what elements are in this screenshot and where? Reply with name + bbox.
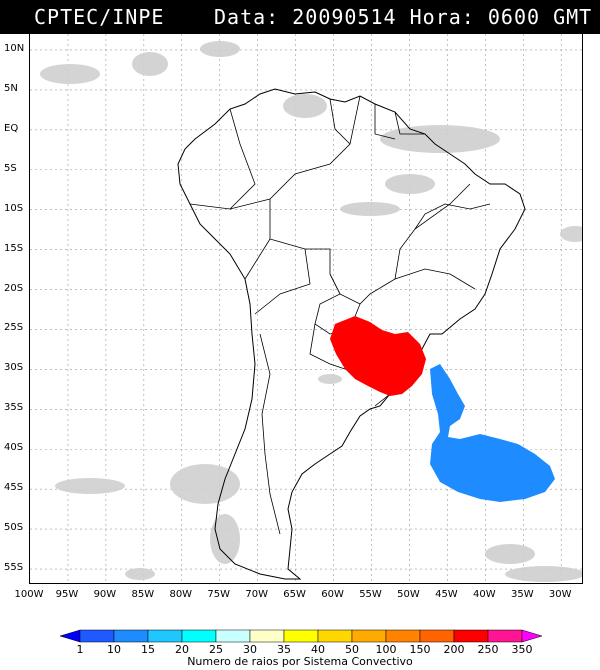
colorbar-swatch	[317, 629, 353, 643]
colorbar-swatch	[113, 629, 149, 643]
colorbar-level-label: 200	[443, 643, 465, 656]
lat-label: 25S	[4, 322, 24, 334]
map-panel	[29, 33, 583, 584]
header-bar: CPTEC/INPE Data: 20090514 Hora: 0600 GMT	[0, 0, 600, 34]
colorbar-level-label: 30	[243, 643, 257, 656]
lon-label: 95W	[55, 589, 79, 600]
colorbar-swatch	[215, 629, 251, 643]
map-canvas	[30, 34, 582, 583]
lat-label: 30S	[4, 362, 24, 374]
lat-label: 40S	[4, 442, 24, 454]
colorbar-level-label: 150	[409, 643, 431, 656]
lat-label: 10S	[4, 202, 24, 214]
lon-label: 70W	[245, 589, 268, 600]
lon-label: 75W	[207, 589, 231, 600]
colorbar-arrow-right	[521, 629, 543, 643]
colorbar-swatch	[351, 629, 387, 643]
colorbar-level-label: 35	[277, 643, 291, 656]
colorbar-swatch	[249, 629, 285, 643]
colorbar-swatch	[283, 629, 319, 643]
colorbar-level-label: 50	[345, 643, 359, 656]
colorbar-swatch	[147, 629, 183, 643]
lat-label: 10N	[4, 42, 25, 54]
lon-label: 55W	[359, 589, 382, 600]
colorbar-swatch	[453, 629, 489, 643]
gridlines	[30, 34, 582, 583]
lon-label: 50W	[397, 589, 420, 600]
colorbar	[59, 629, 543, 643]
lat-label: 45S	[4, 482, 24, 494]
colorbar-level-label: 40	[311, 643, 325, 656]
colorbar-swatch	[419, 629, 455, 643]
lon-label: 90W	[93, 589, 117, 600]
colorbar-level-label: 100	[375, 643, 397, 656]
colorbar-level-label: 25	[209, 643, 223, 656]
lon-label: 35W	[510, 589, 534, 600]
colorbar-swatch	[79, 629, 115, 643]
lon-label: 45W	[435, 589, 458, 600]
lat-label: 20S	[4, 282, 24, 294]
lat-label: 15S	[4, 242, 24, 254]
lon-label: 40W	[473, 589, 496, 600]
colorbar-swatch	[385, 629, 421, 643]
lat-label: 35S	[4, 402, 24, 414]
south-america-coastline	[177, 88, 526, 580]
colorbar-level-label: 20	[175, 643, 189, 656]
colorbar-swatch	[181, 629, 217, 643]
colorbar-level-label: 350	[511, 643, 533, 656]
lon-label: 85W	[131, 589, 155, 600]
colorbar-level-label: 250	[477, 643, 499, 656]
lat-label: 5S	[4, 162, 17, 174]
colorbar-arrow-left	[59, 629, 81, 643]
lat-label: 50S	[4, 522, 24, 534]
colorbar-level-label: 10	[107, 643, 121, 656]
lon-label: 100W	[14, 589, 44, 600]
lon-label: 60W	[321, 589, 344, 600]
source-label: CPTEC/INPE	[34, 5, 165, 29]
lon-label: 80W	[169, 589, 193, 600]
convective-system-blue	[430, 364, 555, 502]
colorbar-swatch	[487, 629, 523, 643]
lon-label: 30W	[548, 589, 572, 600]
colorbar-level-label: 15	[141, 643, 155, 656]
lat-label: 5N	[4, 82, 18, 94]
cloud-cover	[40, 41, 582, 582]
lat-label: 55S	[4, 562, 24, 574]
colorbar-title: Numero de raios por Sistema Convectivo	[187, 655, 413, 668]
lon-label: 65W	[283, 589, 306, 600]
date-time-label: Data: 20090514 Hora: 0600 GMT	[214, 5, 593, 29]
convective-system-red	[330, 316, 426, 396]
lat-label: EQ	[4, 122, 19, 134]
colorbar-level-label: 1	[76, 643, 84, 656]
